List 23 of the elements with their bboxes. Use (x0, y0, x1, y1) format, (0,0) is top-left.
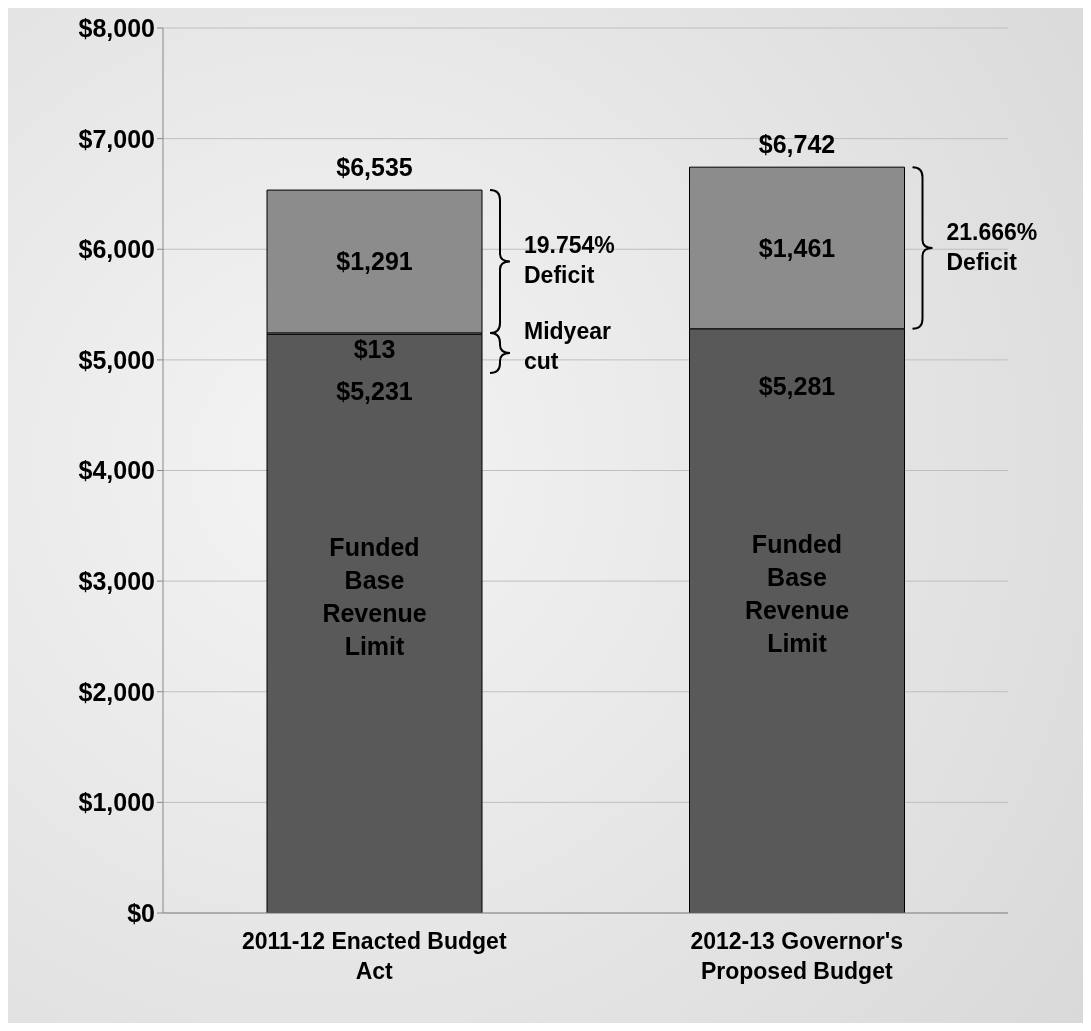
annotation: Funded Base Revenue Limit (322, 532, 427, 660)
y-tick-label: $0 (127, 898, 155, 927)
annotation: Midyear cut (524, 317, 611, 374)
y-tick-label: $1,000 (78, 788, 155, 817)
y-tick-label: $4,000 (78, 456, 155, 485)
y-tick-label: $3,000 (78, 567, 155, 595)
x-tick-label: 2011-12 Enacted Budget Act (241, 928, 507, 984)
annotation: 19.754% Deficit (524, 232, 615, 289)
total-label: $6,535 (336, 153, 413, 182)
total-label: $6,742 (758, 130, 836, 159)
data-label: $13 (353, 335, 396, 364)
data-label: $1,461 (758, 233, 836, 262)
data-label: $5,281 (758, 371, 836, 400)
y-tick-label: $8,000 (78, 13, 155, 42)
data-label: $1,291 (336, 247, 413, 276)
y-tick-label: $2,000 (78, 677, 155, 706)
y-tick-label: $7,000 (78, 124, 155, 153)
x-tick-label: 2012-13 Governor's Proposed Budget (690, 928, 904, 984)
annotation: Funded Base Revenue Limit (744, 529, 850, 657)
data-label: $5,231 (336, 377, 413, 406)
annotation: 21.666% Deficit (946, 218, 1038, 275)
y-tick-label: $6,000 (78, 235, 155, 264)
y-tick-label: $5,000 (78, 345, 155, 374)
